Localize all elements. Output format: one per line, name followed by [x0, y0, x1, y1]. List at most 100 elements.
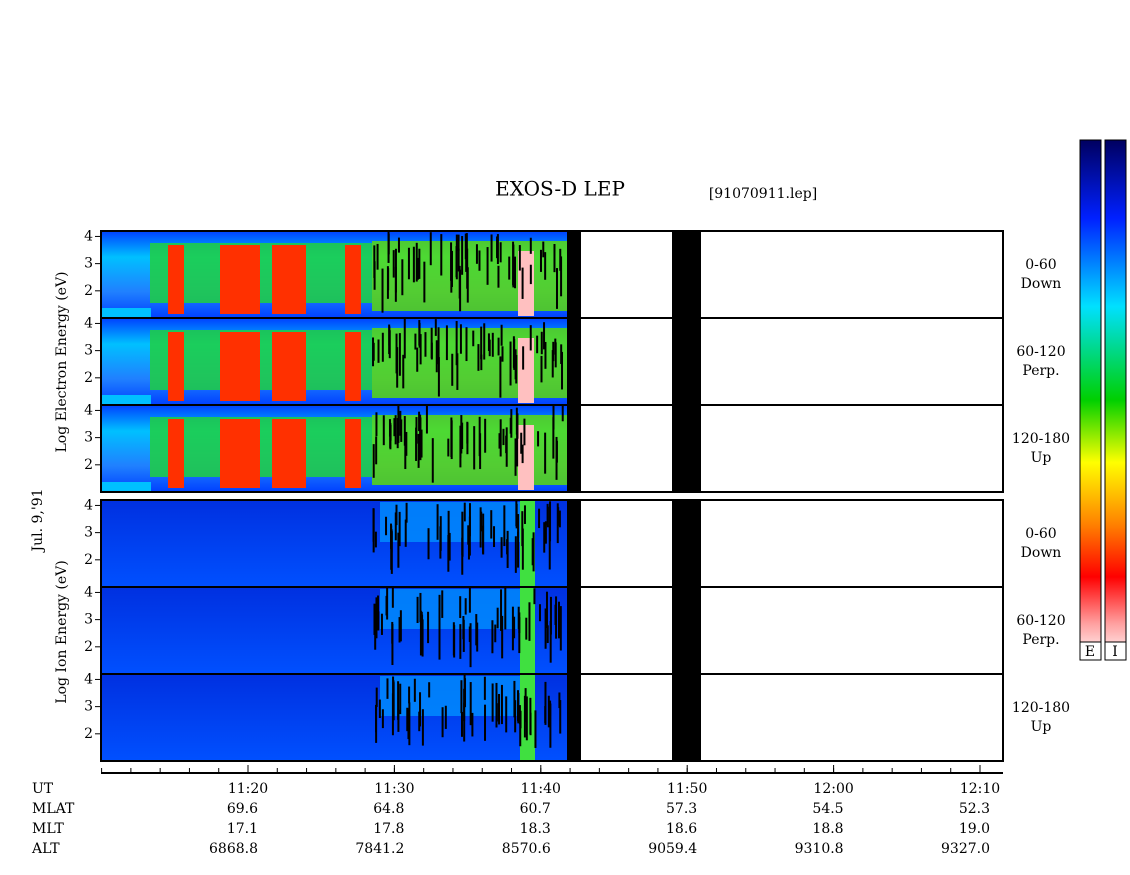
- colorbar-label: E: [1085, 644, 1095, 660]
- spectrogram-noise: [471, 712, 474, 737]
- spectrogram-noise: [461, 236, 464, 275]
- spectrogram-noise: [451, 353, 454, 386]
- spectrogram-noise: [381, 332, 384, 362]
- spectrogram-noise: [557, 507, 560, 526]
- spectrogram-noise: [540, 355, 543, 383]
- spectrogram-noise: [407, 247, 410, 280]
- spectrogram-line: [520, 587, 535, 674]
- spectrogram-noise: [555, 268, 558, 309]
- spectrogram-noise: [552, 405, 555, 430]
- spectrogram-noise: [555, 596, 558, 639]
- spectrogram-noise: [472, 330, 475, 347]
- spectrogram-noise: [493, 526, 496, 548]
- spectrogram-noise: [491, 620, 494, 654]
- spectrogram-noise: [486, 247, 489, 285]
- spectrogram-noise: [392, 682, 395, 721]
- spectrogram-noise: [405, 502, 408, 523]
- spectrogram-noise: [448, 532, 451, 561]
- spectrogram-noise: [398, 511, 401, 547]
- panel-sublabel: Down: [1021, 545, 1062, 561]
- y-tick-label: 3: [84, 699, 93, 715]
- spectrogram-band: [372, 241, 567, 311]
- spectrogram-noise: [521, 267, 524, 299]
- row-value: 57.3: [666, 801, 697, 817]
- spectrogram-noise: [396, 418, 399, 449]
- data-gap: [672, 500, 701, 587]
- spectrogram-noise: [496, 236, 499, 259]
- row-name: MLAT: [32, 801, 75, 817]
- spectrogram-noise: [529, 237, 532, 254]
- spectrogram-noise: [549, 501, 552, 542]
- spectrogram-noise: [394, 512, 397, 541]
- spectrogram-noise: [515, 503, 518, 529]
- spectrogram-noise: [544, 341, 547, 369]
- spectrogram-noise: [463, 702, 466, 742]
- spectrogram-noise: [560, 256, 563, 297]
- panel-label: 0-60: [1025, 526, 1056, 542]
- spectrogram-noise: [466, 422, 469, 455]
- time-label: 11:40: [521, 781, 561, 797]
- spectrogram-noise: [429, 232, 432, 266]
- spectrogram-noise: [421, 709, 424, 746]
- spectrogram-noise: [395, 333, 398, 374]
- spectrogram-noise: [415, 242, 418, 282]
- spectrogram-noise: [477, 344, 480, 371]
- spectrogram-noise: [553, 243, 556, 273]
- spectrogram-burst: [168, 245, 184, 314]
- spectrogram-noise: [544, 608, 547, 649]
- spectrogram-noise: [515, 354, 518, 384]
- y-tick-label: 2: [84, 457, 93, 473]
- spectrogram-noise: [375, 597, 378, 639]
- row-value: 69.6: [227, 801, 258, 817]
- spectrogram-noise: [447, 534, 450, 572]
- spectrogram-noise: [480, 326, 483, 360]
- row-name: MLT: [32, 821, 64, 837]
- spectrogram-noise: [503, 505, 506, 547]
- spectrogram-noise: [483, 676, 486, 700]
- spectrogram-noise: [457, 248, 460, 272]
- spectrogram-noise: [525, 617, 528, 640]
- spectrogram-noise: [518, 245, 521, 271]
- spectrogram-noise: [505, 696, 508, 733]
- spectrogram-noise: [447, 438, 450, 457]
- spectrogram-noise: [523, 418, 526, 446]
- spectrogram-noise: [465, 253, 468, 272]
- spectrogram-noise: [497, 337, 500, 356]
- spectrogram-noise: [498, 433, 501, 449]
- colorbar-box: [1079, 641, 1102, 661]
- spectrogram-noise: [395, 504, 398, 526]
- spectrogram-noise: [544, 432, 547, 474]
- spectrogram-noise: [501, 346, 504, 362]
- row-value: 60.7: [520, 801, 551, 817]
- y-tick-label: 3: [84, 256, 93, 272]
- spectrogram-noise: [504, 587, 507, 630]
- spectrogram-noise: [525, 696, 528, 741]
- time-label: 11:30: [374, 781, 414, 797]
- panel-label: 120-180: [1012, 700, 1070, 716]
- spectrogram-noise: [404, 519, 407, 547]
- spectrogram-noise: [459, 624, 462, 659]
- spectrogram-noise: [468, 587, 471, 613]
- spectrogram-noise: [415, 427, 418, 461]
- spectrogram-noise: [435, 340, 438, 373]
- spectrogram-noise: [499, 242, 502, 263]
- spectrogram-noise: [512, 244, 515, 288]
- spectrogram-noise: [555, 440, 558, 463]
- spectrogram-burst: [272, 245, 306, 314]
- spectrogram-noise: [464, 233, 467, 260]
- panel-label: 60-120: [1016, 613, 1065, 629]
- y-tick-label: 2: [84, 639, 93, 655]
- spectrogram-noise: [372, 342, 375, 361]
- spectrogram-noise: [501, 615, 504, 659]
- spectrogram-noise: [516, 428, 519, 467]
- spectrogram-noise: [460, 711, 463, 737]
- spectrogram-noise: [385, 595, 388, 616]
- spectrogram-noise: [544, 521, 547, 544]
- spectrogram-noise: [500, 324, 503, 346]
- spectrogram-noise: [518, 617, 521, 654]
- spectrogram-noise: [445, 325, 448, 361]
- spectrogram-noise: [416, 260, 419, 280]
- spectrogram-noise: [402, 354, 405, 389]
- row-value: 6868.8: [209, 841, 258, 857]
- spectrogram-noise: [372, 509, 375, 553]
